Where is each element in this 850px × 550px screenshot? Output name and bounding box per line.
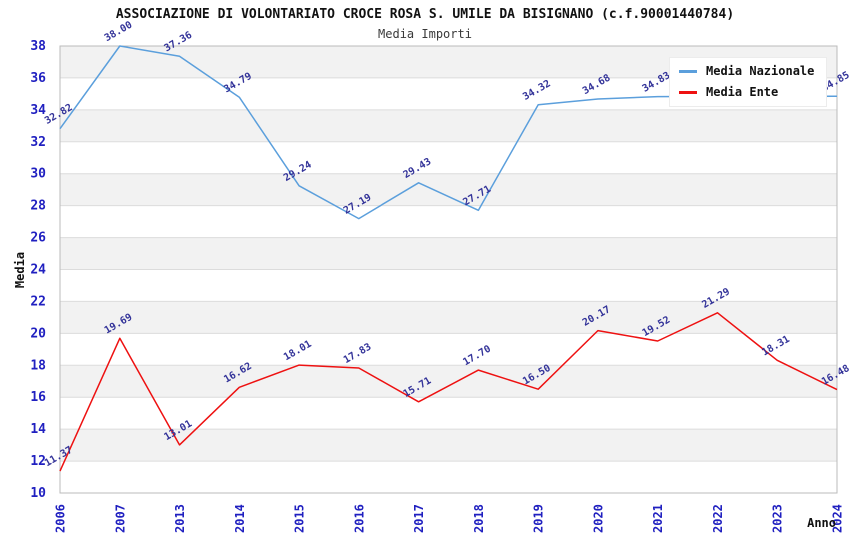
plot-border bbox=[59, 45, 838, 494]
plot-band bbox=[60, 237, 837, 270]
plot-band bbox=[60, 461, 837, 493]
legend-label: Media Ente bbox=[706, 85, 779, 99]
y-tick-label: 36 bbox=[30, 71, 46, 86]
x-tick-label: 2017 bbox=[412, 504, 426, 533]
x-axis-title: Anno bbox=[807, 516, 836, 530]
plot-band bbox=[60, 141, 837, 174]
point-label: 38.00 bbox=[103, 20, 135, 45]
x-tick-label: 2015 bbox=[293, 504, 307, 533]
x-tick-label: 2022 bbox=[711, 504, 725, 533]
plot-band bbox=[60, 269, 837, 302]
x-tick-label: 2006 bbox=[54, 504, 68, 533]
x-tick-label: 2007 bbox=[113, 504, 127, 533]
y-tick-label: 32 bbox=[30, 135, 46, 150]
plot-band bbox=[60, 333, 837, 366]
y-tick-label: 24 bbox=[30, 263, 46, 278]
y-tick-label: 38 bbox=[30, 39, 46, 54]
y-tick-label: 20 bbox=[30, 326, 46, 341]
y-tick-label: 26 bbox=[30, 231, 46, 246]
media-ente-line-swatch bbox=[679, 90, 697, 94]
y-tick-label: 28 bbox=[30, 199, 46, 214]
x-tick-label: 2018 bbox=[472, 504, 486, 533]
plot-band bbox=[60, 301, 837, 334]
plot-band bbox=[60, 365, 837, 398]
legend: Media Nazionale Media Ente bbox=[669, 57, 828, 107]
x-tick-label: 2019 bbox=[532, 504, 546, 533]
y-tick-label: 30 bbox=[30, 167, 46, 182]
x-tick-label: 2021 bbox=[651, 504, 665, 533]
x-tick-label: 2024 bbox=[831, 504, 845, 533]
y-tick-label: 16 bbox=[30, 390, 46, 405]
y-tick-label: 18 bbox=[30, 358, 46, 373]
y-tick-label: 34 bbox=[30, 103, 46, 118]
legend-label: Media Nazionale bbox=[706, 64, 815, 78]
media-nazionale-line-swatch bbox=[679, 69, 697, 73]
x-tick-label: 2013 bbox=[173, 504, 187, 533]
y-tick-label: 12 bbox=[30, 454, 46, 469]
plot-band bbox=[60, 205, 837, 238]
legend-item-media-ente: Media Ente bbox=[679, 85, 814, 99]
legend-item-media-nazionale: Media Nazionale bbox=[679, 64, 814, 78]
x-tick-label: 2014 bbox=[233, 504, 247, 533]
plot-band bbox=[60, 173, 837, 206]
y-tick-label: 10 bbox=[30, 486, 46, 501]
x-tick-label: 2023 bbox=[771, 504, 785, 533]
x-tick-label: 2016 bbox=[352, 504, 366, 533]
series-line-media-ente bbox=[59, 312, 838, 472]
y-tick-label: 22 bbox=[30, 294, 46, 309]
y-axis-title: Media bbox=[13, 252, 27, 288]
x-tick-label: 2020 bbox=[591, 504, 605, 533]
chart-subtitle: Media Importi bbox=[378, 27, 472, 41]
plot-band bbox=[60, 397, 837, 430]
plot-band bbox=[60, 109, 837, 142]
chart-title: ASSOCIAZIONE DI VOLONTARIATO CROCE ROSA … bbox=[115, 7, 735, 22]
y-tick-label: 14 bbox=[30, 422, 46, 437]
